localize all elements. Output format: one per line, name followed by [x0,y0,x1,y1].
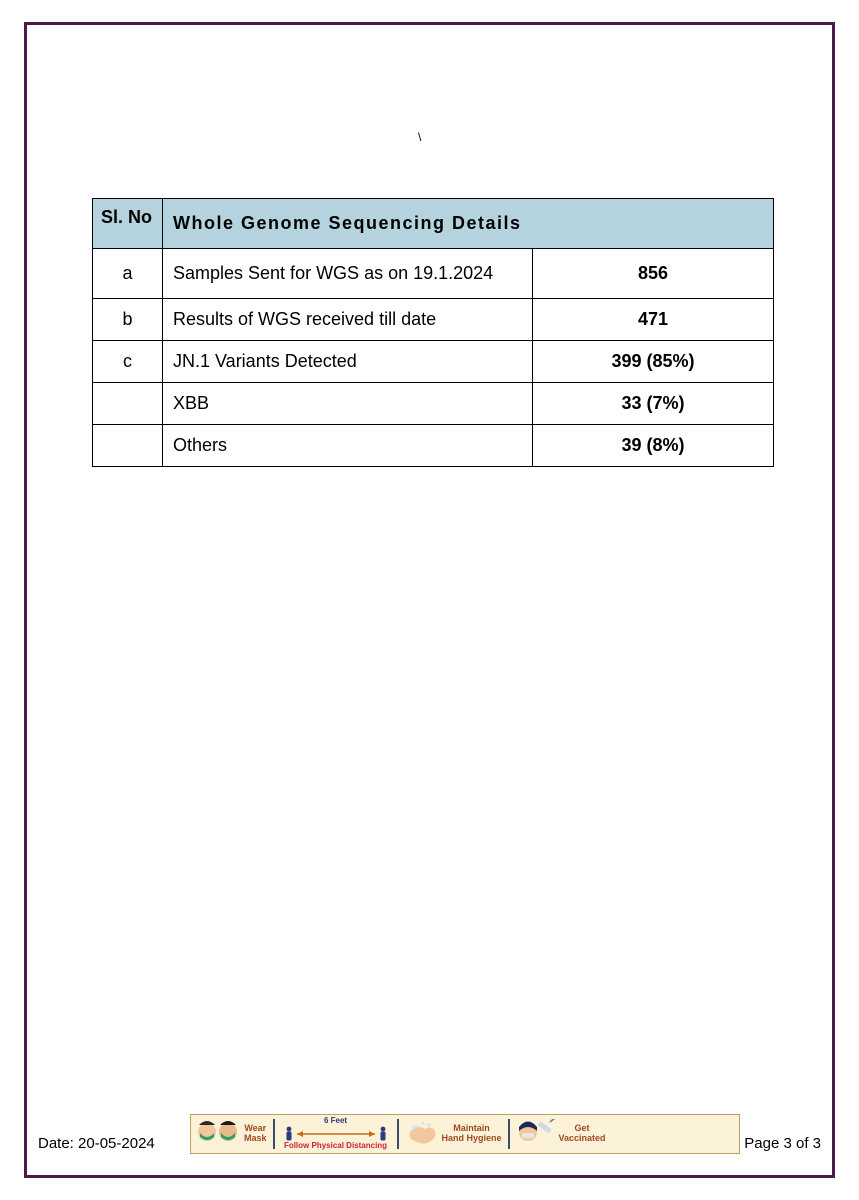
banner-hygiene-label: MaintainHand Hygiene [442,1124,502,1144]
table-row: Others 39 (8%) [93,425,774,467]
footer-page: Page 3 of 3 [744,1135,821,1152]
cell-sl: b [93,299,163,341]
banner-distance-bottom: Follow Physical Distancing [284,1142,387,1151]
wgs-table: Sl. No Whole Genome Sequencing Details a… [92,198,774,467]
banner-divider [273,1119,275,1149]
footer-date: Date: 20-05-2024 [38,1135,155,1152]
cell-val: 471 [533,299,774,341]
cell-desc: Others [163,425,533,467]
stray-backslash: \ [418,130,421,144]
banner-vaccinated-label: GetVaccinated [559,1124,606,1144]
header-title: Whole Genome Sequencing Details [163,199,774,249]
mask-icon [195,1119,241,1149]
banner-divider [397,1119,399,1149]
vaccine-icon [516,1119,556,1149]
banner-seg-mask: WearMask [191,1115,271,1153]
banner-distance-top: 6 Feet [324,1117,347,1126]
cell-sl: a [93,249,163,299]
cell-desc: Samples Sent for WGS as on 19.1.2024 [163,249,533,299]
cell-val: 33 (7%) [533,383,774,425]
cell-desc: Results of WGS received till date [163,299,533,341]
table-row: b Results of WGS received till date 471 [93,299,774,341]
cell-val: 39 (8%) [533,425,774,467]
cell-desc: JN.1 Variants Detected [163,341,533,383]
table-row: c JN.1 Variants Detected 399 (85%) [93,341,774,383]
banner-seg-distance: 6 Feet Follow Physical Distancing [277,1115,395,1153]
cell-sl [93,383,163,425]
header-sl-no: Sl. No [93,199,163,249]
cell-sl: c [93,341,163,383]
cell-val: 856 [533,249,774,299]
table: Sl. No Whole Genome Sequencing Details a… [92,198,774,467]
cell-sl [93,425,163,467]
table-row: XBB 33 (7%) [93,383,774,425]
table-header-row: Sl. No Whole Genome Sequencing Details [93,199,774,249]
banner-seg-vaccinated: GetVaccinated [512,1115,610,1153]
table-row: a Samples Sent for WGS as on 19.1.2024 8… [93,249,774,299]
safety-banner: WearMask 6 Feet Follow Physical Distanci… [190,1114,740,1154]
cell-val: 399 (85%) [533,341,774,383]
page-border [24,22,835,1178]
banner-seg-hygiene: MaintainHand Hygiene [401,1115,506,1153]
handwash-icon [405,1119,439,1149]
cell-desc: XBB [163,383,533,425]
distance-icon [281,1126,391,1142]
banner-divider [508,1119,510,1149]
banner-mask-label: WearMask [244,1124,267,1144]
